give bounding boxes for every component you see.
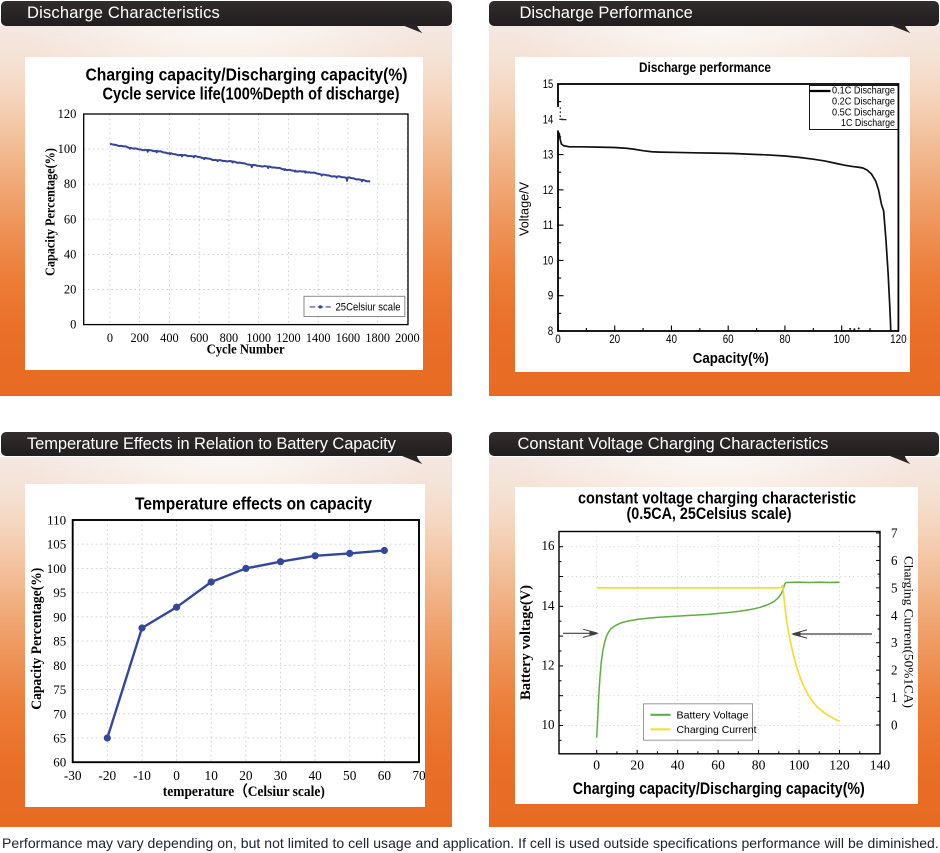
svg-text:100: 100: [58, 142, 77, 156]
svg-text:1: 1: [891, 690, 898, 705]
svg-text:100: 100: [789, 759, 809, 774]
svg-text:85: 85: [53, 634, 66, 649]
svg-text:140: 140: [870, 759, 890, 774]
svg-text:1200: 1200: [276, 331, 301, 345]
svg-text:-10: -10: [133, 768, 151, 783]
svg-text:temperature（Celsiur scale): temperature（Celsiur scale): [163, 782, 325, 800]
svg-text:1400: 1400: [306, 331, 331, 345]
svg-text:110: 110: [47, 513, 66, 528]
svg-text:105: 105: [47, 537, 66, 552]
svg-text:50: 50: [343, 768, 357, 783]
svg-text:60: 60: [64, 212, 77, 226]
svg-text:1800: 1800: [365, 331, 390, 345]
svg-text:120: 120: [58, 107, 77, 121]
svg-text:Cycle service life(100%Depth o: Cycle service life(100%Depth of discharg…: [103, 84, 400, 104]
svg-text:5: 5: [891, 580, 898, 595]
svg-text:Charging capacity/Discharging: Charging capacity/Discharging capacity(%…: [573, 779, 865, 798]
svg-text:12: 12: [543, 183, 554, 197]
svg-text:20: 20: [630, 759, 644, 774]
svg-text:20: 20: [239, 768, 253, 783]
svg-text:120: 120: [890, 332, 907, 346]
svg-text:constant voltage charging char: constant voltage charging characteristic: [578, 490, 856, 508]
svg-text:70: 70: [53, 706, 66, 721]
svg-text:0: 0: [70, 318, 76, 332]
svg-text:80: 80: [752, 759, 766, 774]
svg-text:80: 80: [64, 177, 77, 191]
svg-text:Charging Current(50%1CA): Charging Current(50%1CA): [902, 556, 917, 708]
svg-text:Battery voltage(V): Battery voltage(V): [518, 585, 534, 700]
svg-text:2000: 2000: [395, 331, 420, 345]
svg-text:1C Discharge: 1C Discharge: [841, 118, 895, 129]
svg-text:Cycle Number: Cycle Number: [207, 342, 285, 357]
svg-text:80: 80: [779, 332, 790, 346]
svg-text:8: 8: [548, 324, 554, 338]
svg-text:70: 70: [412, 768, 425, 783]
svg-text:120: 120: [829, 759, 849, 774]
svg-text:400: 400: [160, 331, 178, 345]
svg-text:-30: -30: [64, 768, 82, 783]
svg-text:100: 100: [47, 561, 66, 576]
svg-text:14: 14: [542, 599, 555, 614]
svg-text:Temperature effects on capacit: Temperature effects on capacity: [135, 494, 372, 514]
svg-text:30: 30: [274, 768, 288, 783]
svg-text:Discharge performance: Discharge performance: [639, 59, 771, 75]
svg-text:Charging Current: Charging Current: [677, 724, 757, 736]
svg-text:0: 0: [555, 332, 561, 346]
svg-text:40: 40: [64, 247, 77, 261]
svg-text:60: 60: [723, 332, 734, 346]
svg-text:Charging capacity/Discharging: Charging capacity/Discharging capacity(%…: [86, 65, 408, 85]
svg-text:800: 800: [220, 331, 238, 345]
svg-text:0: 0: [107, 331, 113, 345]
svg-text:13: 13: [543, 148, 554, 162]
svg-text:2: 2: [891, 663, 898, 678]
svg-text:Capacity(%): Capacity(%): [693, 351, 769, 367]
svg-text:65: 65: [53, 731, 66, 746]
svg-text:0: 0: [173, 768, 180, 783]
svg-text:75: 75: [53, 682, 66, 697]
svg-text:40: 40: [671, 759, 685, 774]
svg-text:7: 7: [891, 526, 898, 541]
svg-text:Voltage/V: Voltage/V: [516, 182, 531, 236]
svg-text:3: 3: [891, 635, 898, 650]
svg-text:12: 12: [542, 658, 555, 673]
svg-text:25Celsiur scale: 25Celsiur scale: [336, 301, 401, 313]
svg-text:40: 40: [666, 332, 677, 346]
svg-text:Capacity Percentage(%): Capacity Percentage(%): [29, 568, 45, 710]
svg-text:11: 11: [543, 218, 554, 232]
svg-text:1600: 1600: [336, 331, 361, 345]
svg-text:0: 0: [891, 718, 898, 733]
svg-text:100: 100: [833, 332, 850, 346]
svg-text:10: 10: [542, 718, 555, 733]
svg-text:600: 600: [190, 331, 208, 345]
svg-text:200: 200: [130, 331, 148, 345]
svg-text:6: 6: [891, 553, 898, 568]
svg-text:Battery Voltage: Battery Voltage: [677, 709, 749, 721]
svg-text:10: 10: [543, 253, 554, 267]
svg-text:60: 60: [53, 755, 66, 770]
svg-text:(0.5CA, 25Celsius scale): (0.5CA, 25Celsius scale): [627, 505, 792, 523]
svg-text:4: 4: [891, 608, 898, 623]
svg-text:15: 15: [543, 77, 554, 91]
svg-text:1000: 1000: [246, 331, 271, 345]
svg-text:60: 60: [378, 768, 392, 783]
svg-text:0.1C Discharge: 0.1C Discharge: [832, 86, 895, 97]
svg-text:Capacity Percentage(%): Capacity Percentage(%): [43, 148, 58, 276]
svg-text:80: 80: [53, 658, 66, 673]
svg-text:14: 14: [543, 112, 554, 126]
svg-text:16: 16: [542, 539, 555, 554]
svg-text:0.5C Discharge: 0.5C Discharge: [832, 107, 895, 118]
svg-text:9: 9: [548, 289, 554, 303]
svg-text:20: 20: [64, 283, 77, 297]
svg-text:20: 20: [609, 332, 620, 346]
svg-text:0: 0: [593, 759, 600, 774]
svg-text:10: 10: [205, 768, 219, 783]
svg-text:-20: -20: [98, 768, 116, 783]
svg-text:40: 40: [308, 768, 322, 783]
svg-text:95: 95: [53, 585, 66, 600]
svg-text:60: 60: [711, 759, 725, 774]
svg-text:90: 90: [53, 609, 66, 624]
svg-text:0.2C Discharge: 0.2C Discharge: [832, 96, 895, 107]
